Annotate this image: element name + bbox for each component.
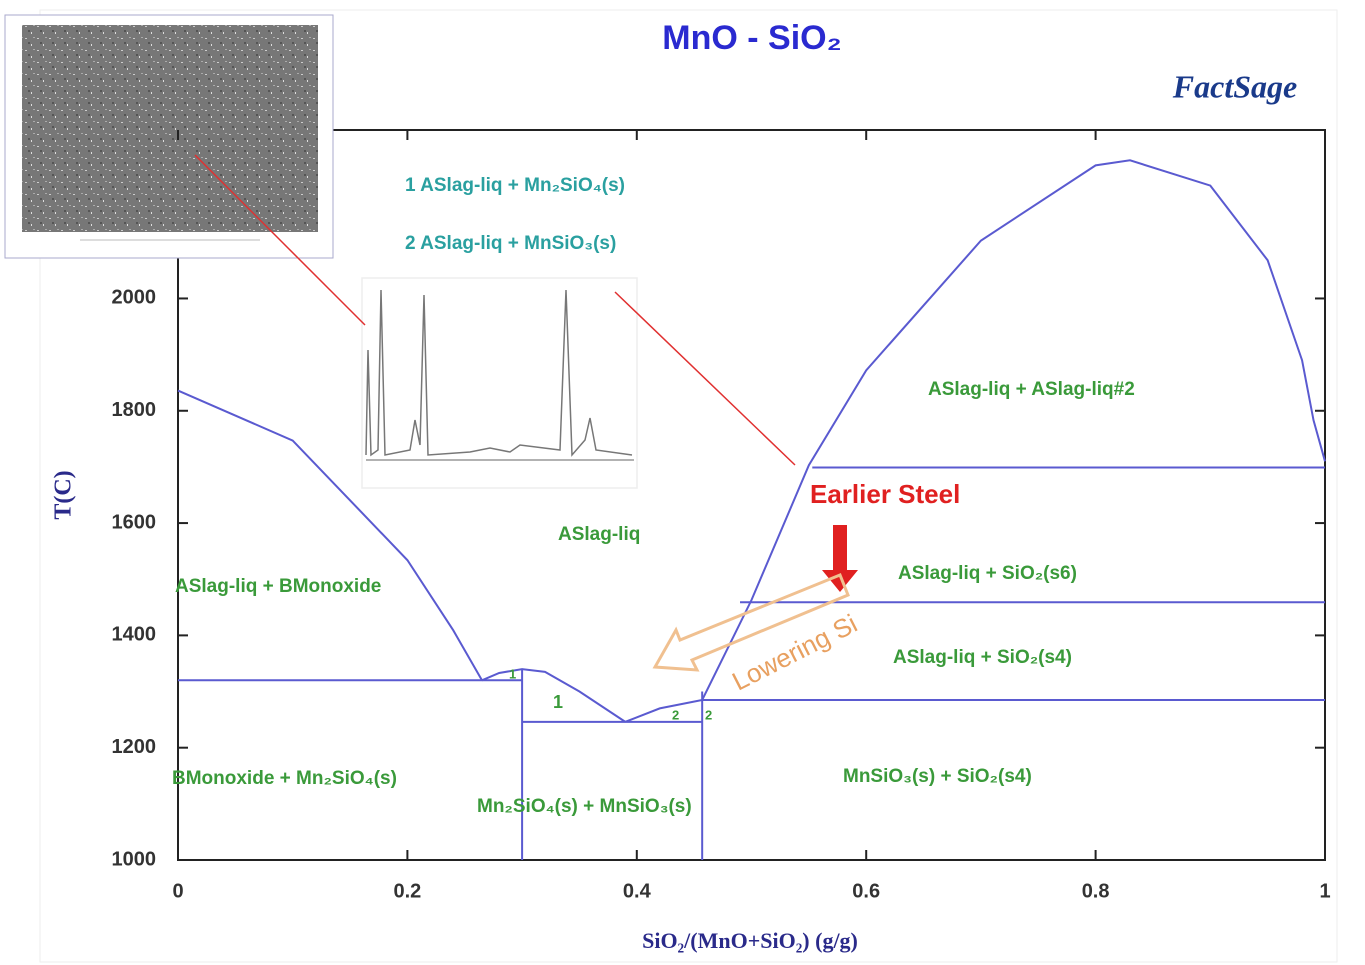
x-tick-label: 0.6 [852, 880, 880, 902]
x-tick-label: 0.8 [1082, 880, 1110, 902]
region-label: 1 [509, 666, 516, 681]
region-label: ASlag-liq [558, 524, 640, 545]
region-label: ASlag-liq + SiO₂(s4) [893, 647, 1072, 668]
region-label: ASlag-liq + SiO₂(s6) [898, 563, 1077, 584]
y-axis-label: T(C) [51, 470, 77, 519]
region-label: Mn₂SiO₄(s) + MnSiO₃(s) [477, 796, 692, 817]
y-tick-label: 1800 [112, 399, 157, 421]
x-tick-label: 0 [172, 880, 183, 902]
y-tick-label: 1200 [112, 736, 157, 758]
hollow-arrow [652, 573, 850, 672]
x-axis-label: SiO₂/(MnO+SiO₂) (g/g) [642, 928, 858, 953]
y-tick-label: 1000 [112, 848, 157, 870]
chart-title: MnO - SiO₂ [662, 19, 841, 57]
x-tick-label: 0.2 [393, 880, 421, 902]
phase-boundary [624, 159, 1326, 723]
x-tick-label: 0.4 [623, 880, 652, 902]
down-arrow [822, 525, 858, 592]
y-tick-label: 1400 [112, 624, 157, 646]
inset-photo [4, 14, 334, 259]
pointers [194, 154, 796, 466]
plot [177, 159, 1326, 860]
region-label: ASlag-liq + ASlag-liq#2 [928, 379, 1135, 400]
annotation: Earlier Steel [810, 479, 960, 509]
region-label: 1 [553, 692, 563, 712]
plot-frame [177, 129, 1326, 861]
inset-spectrum [361, 277, 638, 489]
logo: FactSage [1172, 68, 1297, 104]
phase-key: 1 ASlag-liq + Mn₂SiO₄(s) [405, 175, 625, 196]
region-label: 2 [672, 707, 679, 722]
region-label: 2 [705, 707, 712, 722]
x-tick-label: 1 [1319, 880, 1330, 902]
phase-boundary [177, 389, 483, 681]
region-label: BMonoxide + Mn₂SiO₄(s) [172, 768, 397, 789]
region-label: MnSiO₃(s) + SiO₂(s4) [843, 766, 1032, 787]
phase-boundary [481, 668, 626, 723]
y-tick-label: 2000 [112, 287, 157, 309]
y-tick-label: 1600 [112, 511, 157, 533]
phase-key: 2 ASlag-liq + MnSiO₃(s) [405, 233, 616, 254]
region-label: ASlag-liq + BMonoxide [175, 576, 381, 597]
